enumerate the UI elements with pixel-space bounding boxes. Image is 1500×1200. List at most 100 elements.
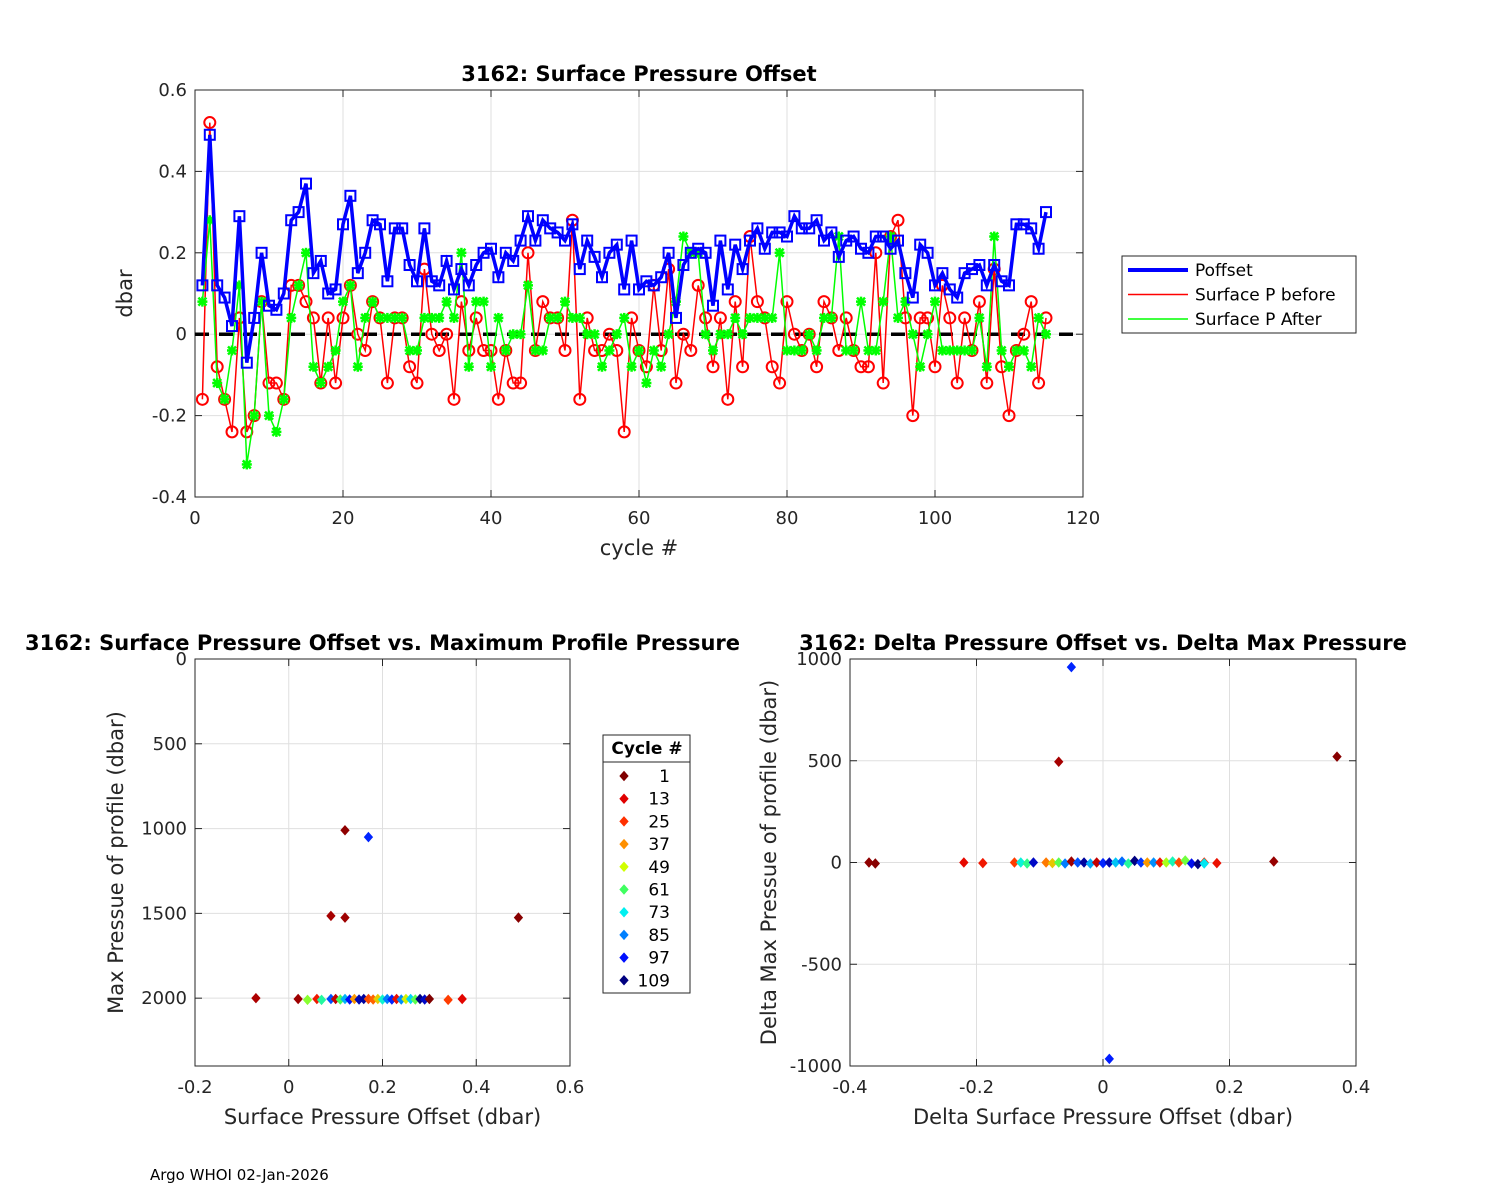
after-marker	[870, 345, 881, 356]
after-marker	[560, 296, 570, 307]
legend-label: Surface P before	[1195, 286, 1336, 306]
before-marker	[928, 360, 942, 374]
scatter-point	[457, 993, 467, 1005]
scatter-point	[978, 857, 988, 869]
after-marker	[1033, 312, 1044, 323]
chart-title: 3162: Surface Pressure Offset	[461, 62, 816, 86]
before-marker	[958, 311, 972, 325]
x-tick-label: 60	[628, 508, 651, 529]
poffset-marker	[980, 279, 993, 292]
after-marker	[345, 280, 356, 291]
poffset-marker	[203, 128, 216, 141]
poffset-marker	[618, 283, 631, 296]
before-marker	[854, 360, 868, 374]
poffset-marker	[758, 242, 771, 255]
x-tick-label: 0	[283, 1077, 294, 1098]
poffset-marker	[1040, 206, 1052, 219]
before-marker	[410, 376, 424, 390]
y-tick-label: 0.6	[158, 80, 187, 101]
poffset-marker	[951, 291, 964, 304]
cycle-legend-label: 37	[648, 835, 670, 855]
scatter-point	[1066, 856, 1077, 867]
after-marker	[981, 361, 992, 372]
y-tick-label: 2000	[141, 988, 187, 1009]
cycle-legend-marker	[619, 770, 629, 782]
poffset-marker	[307, 267, 320, 280]
after-marker	[796, 345, 807, 356]
poffset-marker	[536, 214, 549, 227]
cycle-legend-marker	[619, 861, 629, 873]
legend-label: Poffset	[1195, 261, 1253, 281]
after-marker	[663, 329, 674, 340]
scatter-point	[1148, 857, 1159, 868]
poffset-marker	[233, 210, 246, 223]
poffset-marker	[877, 230, 890, 243]
x-tick-label: 0.2	[1215, 1077, 1244, 1098]
x-tick-label: 100	[918, 508, 952, 529]
poffset-marker	[381, 275, 394, 288]
after-marker	[656, 361, 667, 372]
before-marker	[980, 376, 994, 390]
after-marker	[360, 312, 371, 323]
before-marker	[225, 425, 239, 439]
poffset-marker	[647, 279, 660, 292]
scatter-point	[1041, 857, 1051, 868]
scatter-point	[1104, 857, 1114, 868]
after-marker	[856, 296, 866, 307]
poffset-marker	[470, 259, 483, 272]
after-marker	[397, 312, 408, 323]
poffset-marker	[603, 246, 616, 259]
x-tick-label: 0.2	[368, 1077, 397, 1098]
poffset-marker	[847, 230, 860, 243]
after-marker	[804, 329, 815, 340]
cycle-legend-marker	[619, 838, 629, 850]
x-axis-label: Surface Pressure Offset (dbar)	[224, 1105, 541, 1129]
before-marker	[773, 376, 787, 390]
poffset-marker	[862, 246, 875, 259]
after-marker	[937, 345, 948, 356]
offset-vs-maxpres-chart: -0.2 0 0.2 0.4 0.6 0 500 1000 1500 2000 3162: Surf…	[25, 631, 740, 1129]
after-marker	[426, 312, 437, 323]
before-marker	[195, 392, 209, 406]
poffset-marker	[551, 226, 564, 239]
after-marker	[456, 247, 467, 258]
poffset-marker	[226, 320, 238, 333]
after-marker	[730, 312, 741, 323]
y-tick-label: 1000	[796, 649, 842, 670]
after-marker	[323, 361, 334, 372]
before-marker	[972, 295, 986, 309]
cycle-legend-box	[602, 734, 691, 994]
scatter-point	[1142, 857, 1152, 868]
scatter-point	[1054, 756, 1064, 768]
poffset-marker	[699, 246, 712, 259]
poffset-marker	[522, 210, 534, 223]
after-marker	[530, 345, 541, 356]
before-marker	[921, 311, 935, 325]
poffset-marker	[337, 218, 349, 231]
after-marker	[293, 280, 304, 291]
poffset-marker	[795, 222, 808, 235]
after-marker	[449, 312, 459, 323]
after-marker	[974, 312, 985, 323]
after-marker	[212, 378, 223, 389]
before-marker	[639, 360, 653, 374]
poffset-marker	[914, 238, 927, 251]
scatter-point	[959, 857, 969, 868]
poffset-marker	[906, 291, 919, 304]
poffset-marker	[633, 283, 645, 296]
cycle-legend-label: 61	[648, 881, 670, 901]
x-tick-label: 80	[776, 508, 799, 529]
scatter-point	[1167, 856, 1178, 867]
legend-label: Surface P After	[1195, 310, 1322, 330]
y-axis-label: dbar	[113, 269, 137, 318]
poffset-marker	[433, 279, 446, 292]
scatter-point	[363, 831, 374, 843]
after-marker	[907, 329, 918, 340]
after-marker	[338, 296, 348, 307]
poffset-marker	[529, 234, 542, 247]
y-tick-label: 0	[831, 853, 842, 874]
after-marker	[878, 296, 889, 307]
scatter-point	[1129, 855, 1140, 867]
cycle-legend-label: 109	[638, 971, 670, 991]
